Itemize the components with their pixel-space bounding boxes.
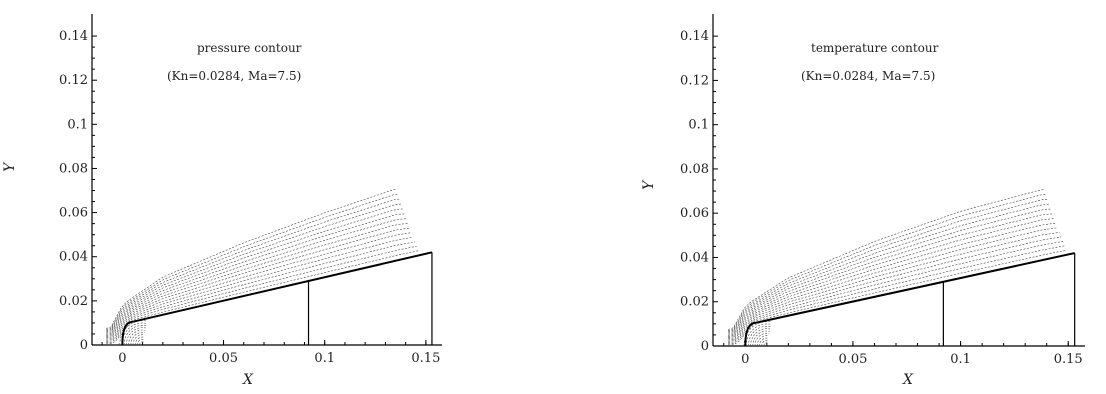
nose-contour-line — [130, 332, 146, 346]
nose-contour-line — [137, 339, 144, 346]
contour-line — [728, 194, 1046, 331]
contour-line — [728, 227, 1058, 340]
contour-line — [728, 249, 1067, 346]
contour-line — [106, 188, 398, 329]
y-tick-label: 0.04 — [680, 250, 709, 265]
contour-line — [728, 189, 1045, 330]
y-tick-label: 0.1 — [67, 117, 88, 132]
nose-contour-line — [743, 321, 772, 347]
temperature-contour-panel: 0 0.02 0.04 0.06 0.08 0.1 0.12 0.14 0 0.05 0.1 0.15… — [641, 14, 1085, 388]
contour-line — [106, 218, 407, 336]
y-tick-label: 0.02 — [59, 294, 88, 309]
x-axis-label: X — [902, 372, 914, 388]
y-tick-label: 0 — [80, 338, 88, 353]
contour-line — [728, 222, 1057, 338]
nose-contour-line — [754, 333, 770, 347]
contour-line — [106, 227, 411, 339]
y-tick-label: 0.08 — [59, 161, 88, 176]
x-tick-label: 0.15 — [1054, 352, 1083, 367]
chart-title-line2: (Kn=0.0284, Ma=7.5) — [167, 69, 301, 83]
y-axis-label: Y — [2, 161, 18, 172]
x-axis-label: X — [242, 372, 254, 388]
contour-line — [106, 241, 416, 342]
x-tick-label: 0.1 — [314, 351, 335, 366]
nose-contour-line — [139, 341, 144, 346]
nose-contour-line — [748, 325, 771, 347]
y-tick-label: 0.06 — [59, 206, 88, 221]
x-tick-label: 0.15 — [411, 351, 440, 366]
contour-line — [728, 232, 1060, 341]
contour-line — [728, 241, 1064, 343]
contour-line — [728, 203, 1050, 334]
y-tick-label: 0.1 — [688, 118, 709, 133]
plot-area: 0 0.02 0.04 0.06 0.08 0.1 0.12 0.14 0 0.05 0.1 0.15 — [680, 14, 1085, 367]
y-tick-label: 0.14 — [680, 29, 709, 44]
body-nose — [744, 321, 757, 347]
nose-contour-line — [119, 320, 148, 346]
y-axis-label: Y — [641, 179, 657, 190]
nose-contour-line — [750, 328, 771, 347]
nose-contour-line — [126, 327, 146, 346]
contour-line — [106, 193, 399, 330]
nose-contour-line — [134, 336, 145, 346]
pressure-contour-panel: 0 0.02 0.04 0.06 0.08 0.1 0.12 0.14 0 0.05 0.1 0.15… — [2, 14, 442, 388]
x-tick-label: 0 — [741, 352, 749, 367]
chart-title-line2: (Kn=0.0284, Ma=7.5) — [801, 69, 935, 83]
y-tick-label: 0 — [701, 339, 709, 354]
chart-title-line1: pressure contour — [197, 41, 302, 55]
contour-line — [106, 232, 412, 340]
nose-contour-line — [763, 342, 768, 347]
body-nose — [121, 320, 133, 346]
nose-contour-line — [132, 334, 145, 346]
nose-contour-line — [761, 340, 768, 347]
contour-line — [728, 199, 1048, 333]
contour-line — [728, 245, 1065, 344]
contour-line — [106, 246, 417, 343]
x-tick-label: 0.05 — [209, 351, 238, 366]
contour-line — [106, 236, 414, 341]
nose-contour-line — [123, 324, 147, 346]
chart-title-line1: temperature contour — [811, 41, 939, 55]
y-tick-label: 0.06 — [680, 206, 709, 221]
y-tick-label: 0.14 — [59, 29, 88, 44]
nose-contour-line — [759, 337, 769, 347]
y-tick-label: 0.02 — [680, 295, 709, 310]
x-tick-label: 0.05 — [838, 352, 867, 367]
contour-line — [728, 213, 1053, 336]
y-tick-label: 0.12 — [680, 73, 709, 88]
y-tick-label: 0.08 — [680, 162, 709, 177]
nose-contour-line — [756, 335, 769, 347]
contour-line — [106, 198, 401, 332]
body-cone-surface — [755, 252, 1075, 324]
contour-line — [106, 208, 404, 334]
contour-line — [106, 203, 403, 333]
y-tick-label: 0.04 — [59, 250, 88, 265]
x-tick-label: 0 — [118, 351, 126, 366]
plot-area: 0 0.02 0.04 0.06 0.08 0.1 0.12 0.14 0 0.05 0.1 0.15 — [59, 14, 442, 366]
y-tick-label: 0.12 — [59, 73, 88, 88]
contour-line — [728, 236, 1062, 342]
contour-line — [106, 250, 419, 345]
body-cone-surface — [132, 251, 433, 323]
contour-line — [106, 223, 409, 338]
contour-line — [106, 213, 406, 335]
x-tick-label: 0.1 — [950, 352, 971, 367]
nose-contour-line — [745, 323, 772, 347]
contour-line — [728, 208, 1052, 335]
